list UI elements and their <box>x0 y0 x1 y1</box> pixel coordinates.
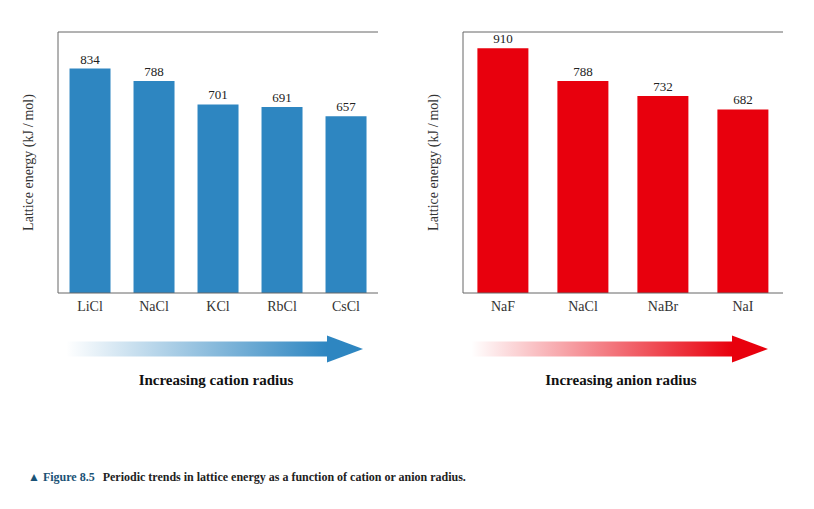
svg-text:NaCl: NaCl <box>139 299 169 314</box>
svg-text:KCl: KCl <box>206 299 229 314</box>
svg-text:910: 910 <box>493 31 513 46</box>
svg-text:NaI: NaI <box>733 299 754 314</box>
svg-text:LiCl: LiCl <box>77 299 103 314</box>
html-text:Periodic trends in lattice ene: Periodic trends in lattice energy as a f… <box>102 470 466 484</box>
html-text:Increasing cation radius: Increasing cation radius <box>138 372 294 388</box>
svg-text:CsCl: CsCl <box>332 299 360 314</box>
svg-text:Lattice energy (kJ / mol): Lattice energy (kJ / mol) <box>21 94 37 231</box>
html-text:Increasing anion radius: Increasing anion radius <box>545 372 697 388</box>
svg-text:691: 691 <box>272 90 292 105</box>
svg-text:682: 682 <box>733 92 753 107</box>
svg-text:657: 657 <box>336 99 356 114</box>
svg-text:Lattice energy (kJ / mol): Lattice energy (kJ / mol) <box>426 94 442 231</box>
svg-text:732: 732 <box>653 79 673 94</box>
svg-text:834: 834 <box>80 52 100 67</box>
svg-text:788: 788 <box>144 64 164 79</box>
html-text:▲ Figure 8.5: ▲ Figure 8.5 <box>28 470 95 484</box>
svg-text:NaF: NaF <box>491 299 515 314</box>
svg-text:NaBr: NaBr <box>648 299 679 314</box>
svg-text:788: 788 <box>573 64 593 79</box>
svg-text:NaCl: NaCl <box>568 299 598 314</box>
svg-text:701: 701 <box>208 87 228 102</box>
svg-text:RbCl: RbCl <box>267 299 297 314</box>
